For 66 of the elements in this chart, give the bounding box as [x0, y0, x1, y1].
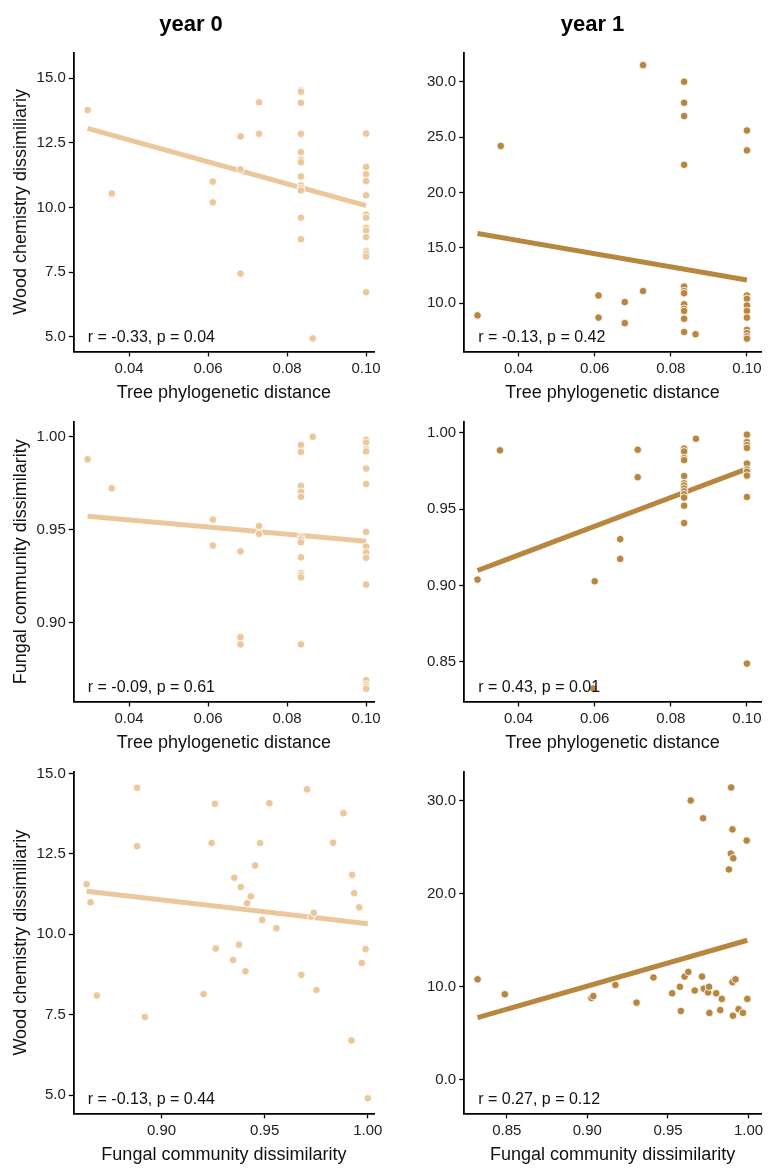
x-axis-title: Tree phylogenetic distance [505, 382, 720, 403]
annotation: r = 0.43, p = 0.01 [478, 677, 601, 695]
y-tick-label: 1.00 [36, 426, 66, 444]
x-tick-label: 0.10 [351, 708, 381, 726]
x-axis-title: Fungal community dissimilarity [101, 1144, 347, 1165]
x-tick-label: 0.10 [351, 358, 381, 376]
x-axis-title: Tree phylogenetic distance [116, 732, 332, 753]
x-tick-label: 0.08 [656, 708, 686, 726]
annotation: r = 0.27, p = 0.12 [478, 1089, 601, 1107]
x-tick-label: 0.06 [580, 708, 610, 726]
y-tick-label: 20.0 [426, 182, 457, 200]
y-tick-label: 20.0 [426, 883, 457, 901]
x-tick-label: 0.08 [656, 358, 686, 376]
x-tick-label: 0.10 [732, 708, 762, 726]
y-tick-label: 15.0 [36, 68, 66, 86]
annotation: r = -0.33, p = 0.04 [87, 327, 216, 345]
x-tick-label: 0.04 [504, 358, 534, 376]
y-tick-label: 5.0 [44, 1085, 66, 1103]
y-tick-label: 12.5 [36, 132, 66, 150]
chart-title: year 1 [560, 11, 625, 37]
y-tick-label: 5.0 [44, 326, 66, 344]
annotation: r = -0.13, p = 0.44 [87, 1089, 216, 1107]
x-tick-label: 0.04 [114, 708, 144, 726]
y-tick-label: 15.0 [426, 238, 457, 255]
y-tick-label: 7.5 [44, 1004, 66, 1022]
y-tick-label: 7.5 [44, 262, 66, 280]
x-axis-title: Tree phylogenetic distance [505, 732, 720, 753]
annotation: r = -0.09, p = 0.61 [87, 677, 216, 695]
y-tick-label: 0.90 [36, 612, 66, 630]
y-tick-label: 0.0 [435, 1070, 457, 1088]
y-tick-label: 0.95 [426, 499, 457, 517]
x-tick-label: 0.04 [504, 708, 534, 726]
annotation: r = -0.13, p = 0.42 [478, 327, 606, 345]
x-tick-label: 0.90 [146, 1120, 177, 1138]
x-tick-label: 0.95 [250, 1120, 280, 1138]
y-tick-label: 12.5 [36, 844, 66, 862]
y-tick-label: 25.0 [426, 127, 457, 145]
y-axis-title: Wood chemistry dissimiliariy [9, 89, 30, 315]
x-axis-title: Fungal community dissimilarity [490, 1144, 736, 1165]
y-tick-label: 0.95 [36, 519, 66, 537]
x-tick-label: 0.08 [272, 708, 302, 726]
y-axis-title: Wood chemistry dissimiliariy [9, 829, 30, 1056]
y-tick-label: 10.0 [36, 924, 66, 942]
x-tick-label: 0.10 [732, 358, 762, 376]
y-tick-label: 0.85 [426, 651, 457, 669]
x-axis-title: Tree phylogenetic distance [116, 382, 332, 403]
x-tick-label: 0.04 [114, 358, 144, 376]
y-tick-label: 10.0 [36, 197, 66, 215]
y-tick-label: 15.0 [36, 763, 66, 781]
x-tick-label: 1.00 [353, 1120, 383, 1138]
x-tick-label: 1.00 [733, 1120, 764, 1138]
x-tick-label: 0.08 [272, 358, 302, 376]
chart-title: year 0 [159, 11, 223, 37]
y-tick-label: 30.0 [426, 71, 457, 89]
y-tick-label: 1.00 [426, 423, 457, 441]
x-tick-label: 0.85 [492, 1120, 522, 1138]
y-tick-label: 10.0 [426, 293, 457, 311]
y-tick-label: 10.0 [426, 976, 457, 994]
x-tick-label: 0.06 [580, 358, 610, 376]
x-tick-label: 0.95 [653, 1120, 683, 1138]
y-tick-label: 0.90 [426, 575, 457, 593]
x-tick-label: 0.06 [193, 708, 223, 726]
x-tick-label: 0.90 [572, 1120, 602, 1138]
y-axis-title: Fungal community dissimilarity [9, 439, 30, 685]
x-tick-label: 0.06 [193, 358, 223, 376]
y-tick-label: 30.0 [426, 790, 457, 808]
